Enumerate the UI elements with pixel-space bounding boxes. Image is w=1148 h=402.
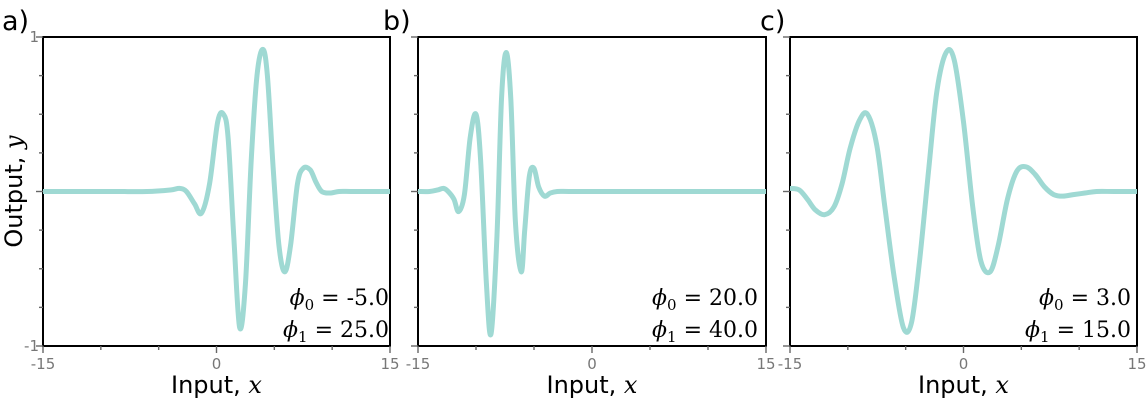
phi1-annotation: ϕ1 = 25.0 <box>283 318 389 346</box>
y-tick-label: -1 <box>24 337 39 355</box>
x-tick-label: 15 <box>1127 355 1146 373</box>
chart-panel-2: -15 0 15 Input, x b) ϕ0 = 20.0 ϕ1 = 40.0 <box>383 6 776 399</box>
x-tick-label: -15 <box>778 355 803 373</box>
x-tick-label: 0 <box>959 355 969 373</box>
phi1-annotation: ϕ1 = 15.0 <box>1025 318 1131 346</box>
panel-label: a) <box>2 6 29 37</box>
phi0-annotation: ϕ0 = 3.0 <box>1039 286 1131 314</box>
series-line <box>418 49 766 338</box>
x-tick-label: 15 <box>380 355 399 373</box>
panel-label: b) <box>383 6 411 37</box>
series-line <box>790 47 1137 335</box>
phi0-annotation: ϕ0 = -5.0 <box>290 286 389 314</box>
series-line <box>43 46 390 332</box>
x-tick-label: 15 <box>756 355 775 373</box>
chart-panel-1: -15 0 15 1 -1 Input, x Output, y a) ϕ0 = -5.0 ϕ1 … <box>0 6 400 399</box>
panel-label: c) <box>760 6 785 37</box>
x-tick-label: 0 <box>587 355 597 373</box>
y-tick-label: 1 <box>29 28 39 46</box>
x-tick-label: -15 <box>31 355 56 373</box>
chart-panel-3: -15 0 15 Input, x c) ϕ0 = 3.0 ϕ1 = 15.0 <box>760 6 1147 399</box>
phi0-annotation: ϕ0 = 20.0 <box>652 286 758 314</box>
y-axis-label: Output, y <box>0 135 28 248</box>
panels: -15 0 15 1 -1 Input, x Output, y a) ϕ0 = -5.0 ϕ1 … <box>0 6 1147 399</box>
x-axis-label: Input, x <box>918 371 1009 399</box>
x-axis-label: Input, x <box>171 371 262 399</box>
x-axis-label: Input, x <box>547 371 638 399</box>
x-tick-label: -15 <box>406 355 431 373</box>
phi1-annotation: ϕ1 = 40.0 <box>652 318 758 346</box>
x-tick-label: 0 <box>212 355 222 373</box>
